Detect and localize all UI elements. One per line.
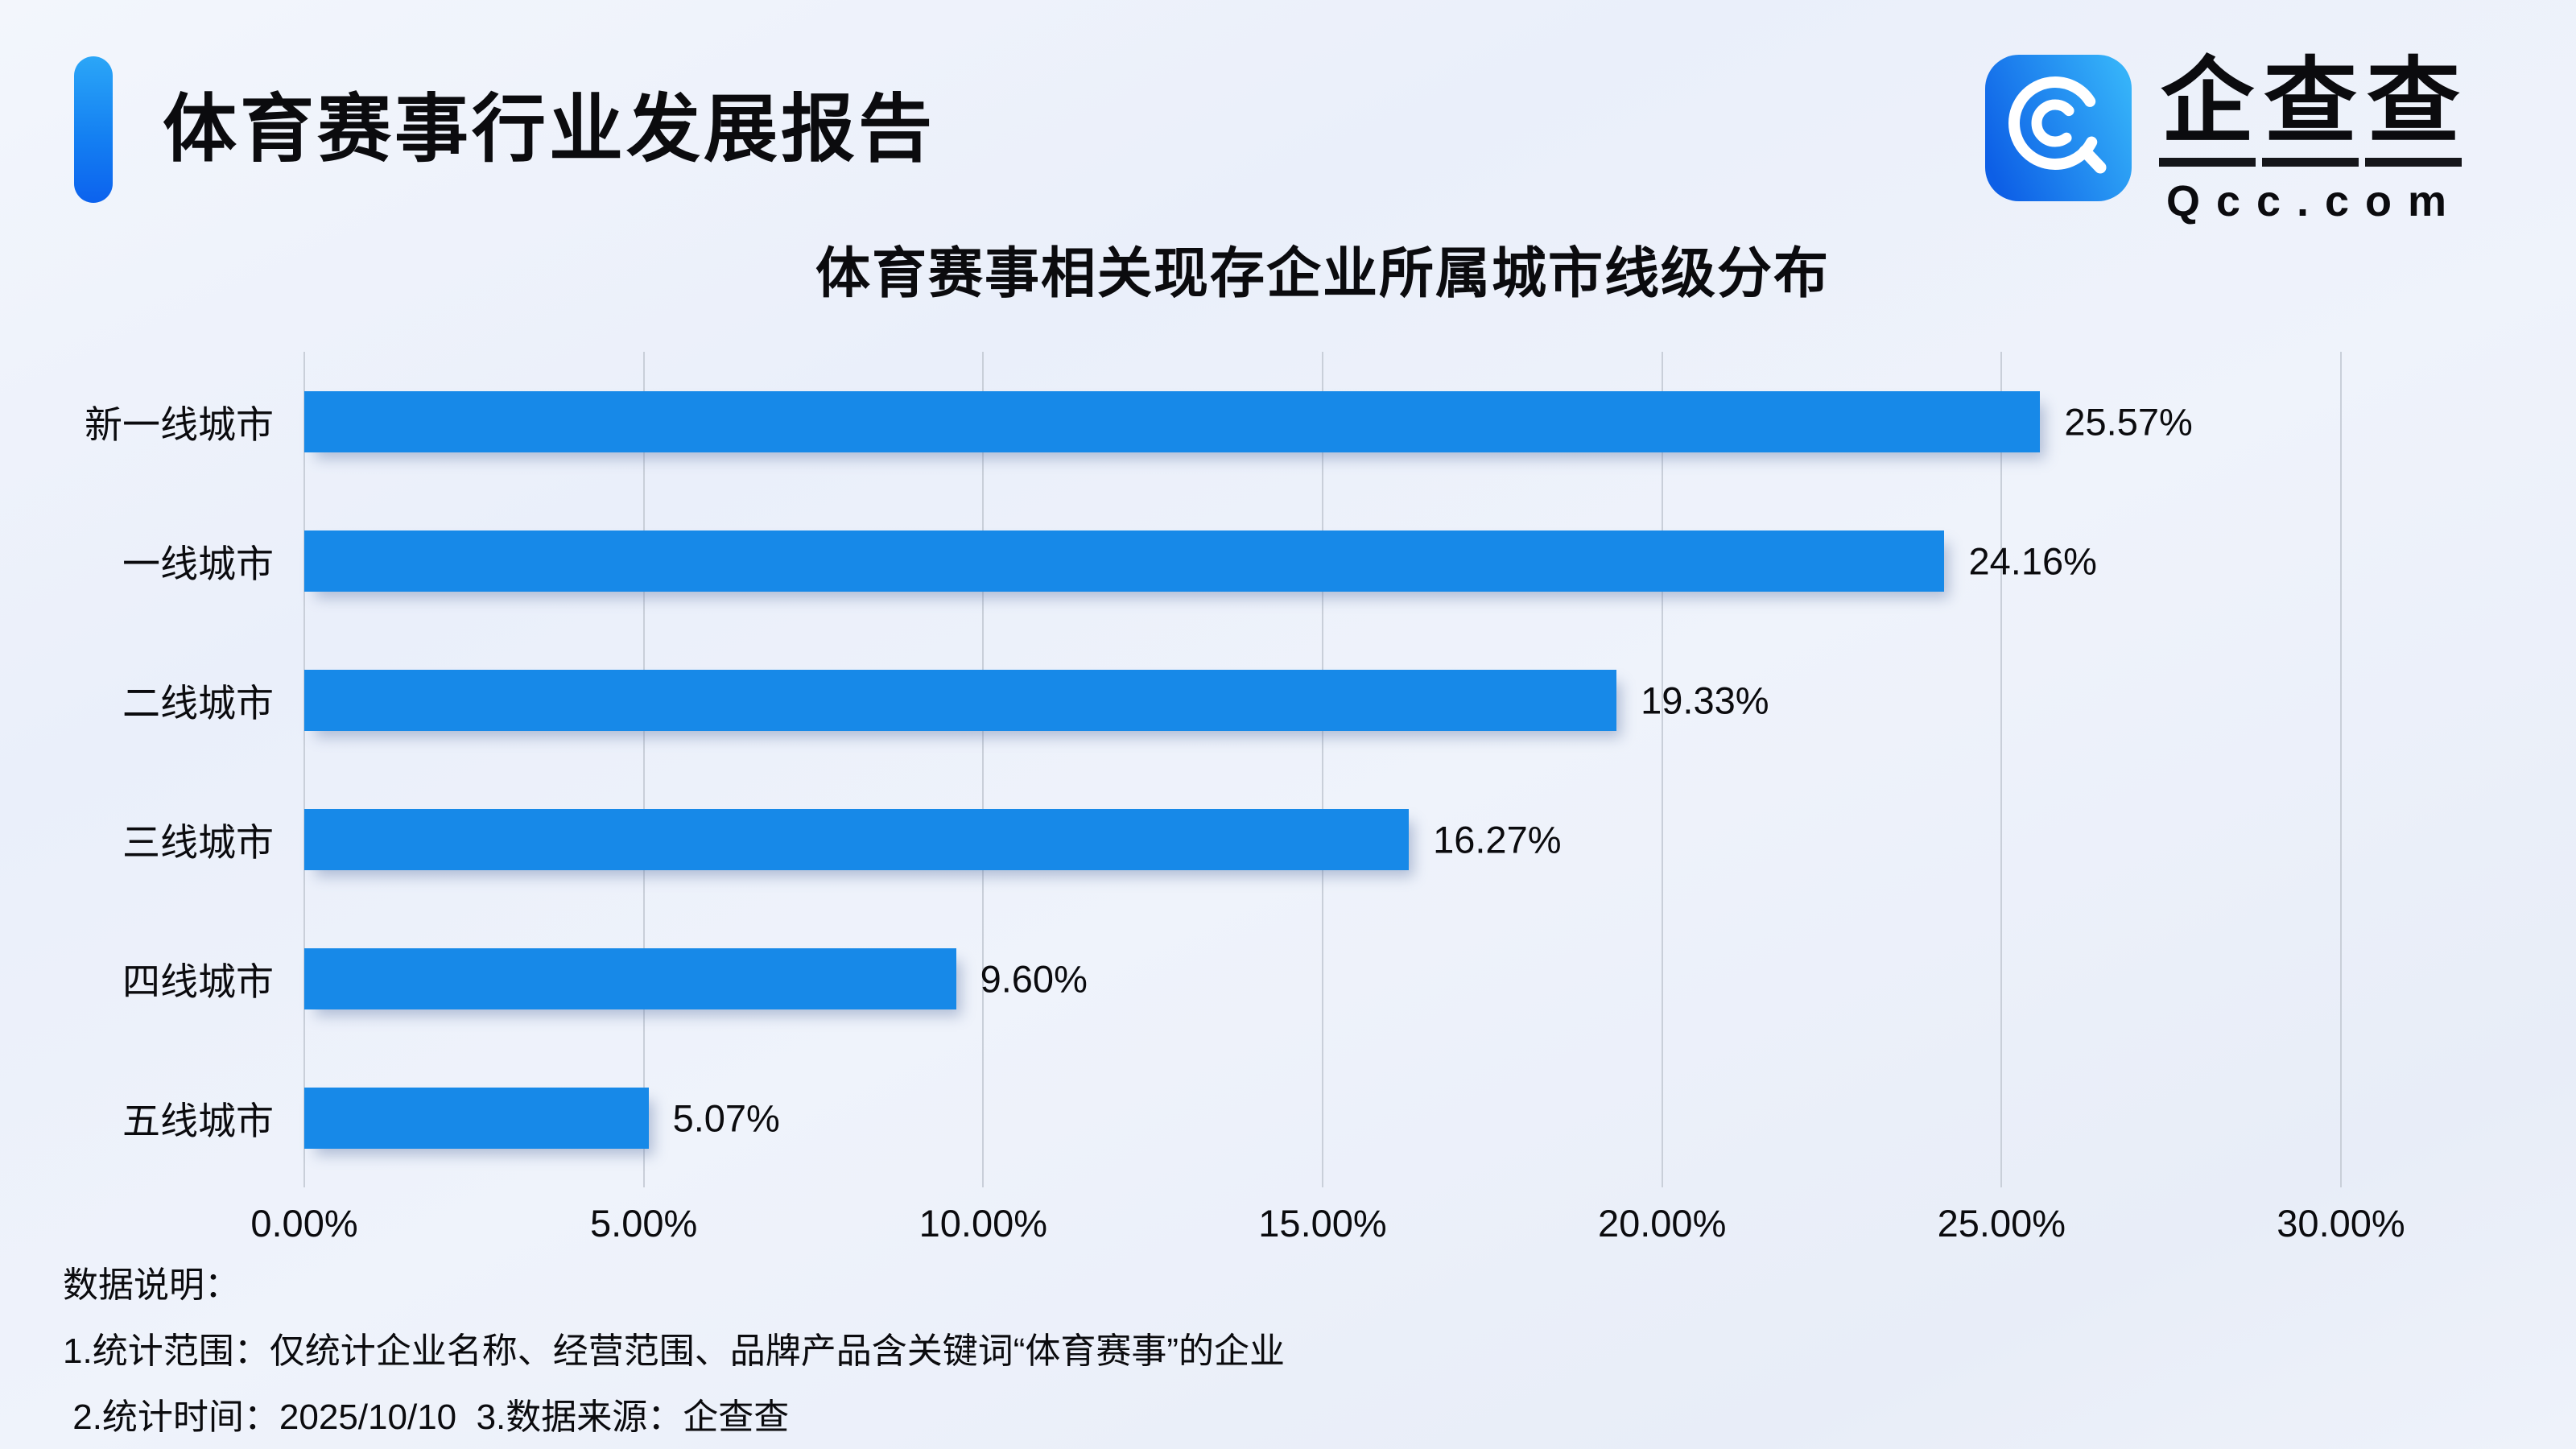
gridline-25 xyxy=(2000,352,2003,1187)
gridline-30 xyxy=(2340,352,2342,1187)
x-tick-label: 0.00% xyxy=(250,1202,358,1245)
qcc-logo: 企 查 查 Qcc.com xyxy=(1985,55,2465,226)
bar: 9.60% xyxy=(304,947,1088,1009)
bar-value-label: 19.33% xyxy=(1641,679,1769,721)
bar: 5.07% xyxy=(304,1087,780,1149)
qcc-domain: Qcc.com xyxy=(2165,177,2463,225)
category-label: 四线城市 xyxy=(122,960,274,1003)
gridline-0 xyxy=(303,352,305,1187)
bar-value-label: 24.16% xyxy=(1968,539,2097,582)
bar-value-label: 5.07% xyxy=(672,1096,780,1139)
qcc-logo-text: 企 查 查 Qcc.com xyxy=(2156,55,2465,226)
x-tick-label: 10.00% xyxy=(919,1202,1048,1245)
x-axis-tick-labels: 0.00% 5.00% 10.00% 15.00% 20.00% 25.00% 30.00% xyxy=(250,1201,2405,1253)
bar-value-label: 25.57% xyxy=(2064,400,2193,443)
brand-char: 企 xyxy=(2159,55,2256,167)
gridline-5 xyxy=(642,352,645,1187)
x-tick-label: 5.00% xyxy=(590,1202,698,1245)
x-tick-label: 25.00% xyxy=(1937,1202,2066,1245)
bar-row: 五线城市 5.07% xyxy=(122,1048,2341,1187)
bar: 25.57% xyxy=(304,390,2193,452)
brand-char: 查 xyxy=(2365,55,2462,167)
x-tick-label: 15.00% xyxy=(1258,1202,1387,1245)
category-label: 五线城市 xyxy=(122,1100,274,1142)
gridline-20 xyxy=(1661,352,1663,1187)
bar-row: 新一线城市 25.57% xyxy=(85,352,2341,491)
bar-row: 三线城市 16.27% xyxy=(122,770,2341,909)
brand-char: 查 xyxy=(2262,55,2359,167)
bar: 19.33% xyxy=(304,669,1769,731)
bar: 24.16% xyxy=(304,530,2097,592)
bar-value-label: 9.60% xyxy=(980,957,1088,1000)
bar: 16.27% xyxy=(304,808,1562,870)
category-label: 三线城市 xyxy=(122,821,274,864)
gridline-10 xyxy=(982,352,985,1187)
report-header: 体育赛事行业发展报告 xyxy=(74,56,935,203)
bar-chart-plot: 新一线城市 25.57% 一线城市 24.16% 二线城市 19.33% 三线城市 16.27… xyxy=(85,352,2342,1187)
category-label: 新一线城市 xyxy=(85,403,274,446)
notes-line-scope: 1.统计范围：仅统计企业名称、经营范围、品牌产品含关键词“体育赛事”的企业 xyxy=(63,1331,1285,1371)
notes-line-time-source: 2.统计时间：2025/10/10 3.数据来源：企查查 xyxy=(63,1397,790,1437)
bar-row: 二线城市 19.33% xyxy=(122,630,2341,770)
bar-row: 一线城市 24.16% xyxy=(122,491,2341,630)
category-label: 二线城市 xyxy=(122,682,274,724)
title-accent-bar xyxy=(74,56,113,203)
data-notes: 数据说明： 1.统计范围：仅统计企业名称、经营范围、品牌产品含关键词“体育赛事”… xyxy=(63,1253,1285,1449)
category-label: 一线城市 xyxy=(122,543,274,585)
page-title: 体育赛事行业发展报告 xyxy=(163,89,936,171)
gridline-15 xyxy=(1322,352,1323,1187)
notes-heading: 数据说明： xyxy=(63,1265,240,1305)
x-tick-label: 30.00% xyxy=(2277,1202,2405,1245)
plot-rows: 新一线城市 25.57% 一线城市 24.16% 二线城市 19.33% 三线城市 16.27… xyxy=(85,352,2341,1187)
qcc-brand-name: 企 查 查 xyxy=(2156,55,2465,167)
x-tick-label: 20.00% xyxy=(1597,1202,1727,1245)
chart-title: 体育赛事相关现存企业所属城市线级分布 xyxy=(815,243,1830,304)
qcc-logo-icon xyxy=(1985,55,2132,201)
bar-value-label: 16.27% xyxy=(1433,818,1562,861)
bar-row: 四线城市 9.60% xyxy=(122,909,2341,1048)
